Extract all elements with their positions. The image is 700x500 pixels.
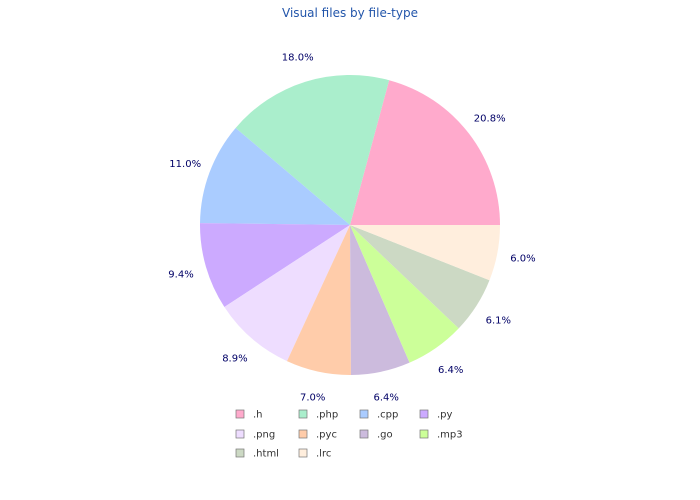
pie-slice-lrc: [350, 225, 500, 281]
legend-item-lrc: .lrc: [298, 448, 331, 460]
pie-slice-pyc: [286, 225, 351, 376]
legend-item-py: .py: [419, 409, 453, 421]
legend-swatch: [298, 448, 308, 458]
legend-swatch: [235, 429, 245, 439]
legend-label: .py: [437, 410, 453, 421]
legend-item-h: .h: [235, 409, 263, 421]
legend-swatch: [235, 409, 245, 419]
pie-label-py: 9.4%: [168, 270, 193, 281]
legend-label: .png: [253, 430, 275, 441]
pie-slice-php: [235, 74, 390, 225]
pie-slice-html: [350, 225, 490, 329]
pie-label-php: 18.0%: [282, 52, 314, 63]
pie-slice-png: [224, 225, 350, 362]
legend-swatch: [298, 409, 308, 419]
legend-item-pyc: .pyc: [298, 429, 337, 441]
legend-label: .php: [316, 410, 338, 421]
legend-item-cpp: .cpp: [359, 409, 398, 421]
pie-slice-go: [350, 225, 410, 375]
legend-swatch: [359, 429, 369, 439]
legend-swatch: [359, 409, 369, 419]
pie-label-pyc: 7.0%: [300, 393, 325, 404]
legend-label: .h: [253, 410, 263, 421]
pie-slice-h: [350, 80, 500, 225]
pie-slices: [199, 74, 500, 376]
pie-label-png: 8.9%: [222, 354, 247, 365]
pie-label-mp3: 6.4%: [438, 365, 463, 376]
legend-label: .cpp: [377, 410, 398, 421]
pie-slice-py: [199, 223, 350, 307]
legend-swatch: [298, 429, 308, 439]
pie-label-go: 6.4%: [373, 393, 398, 404]
legend-swatch: [419, 409, 429, 419]
legend-item-php: .php: [298, 409, 338, 421]
pie-slice-mp3: [350, 225, 459, 363]
chart-title: Visual files by file-type: [282, 6, 418, 20]
legend-item-png: .png: [235, 429, 275, 441]
legend-label: .lrc: [316, 449, 331, 460]
legend-item-go: .go: [359, 429, 393, 441]
pie-label-html: 6.1%: [486, 315, 511, 326]
pie-label-cpp: 11.0%: [169, 159, 201, 170]
legend-label: .pyc: [316, 430, 337, 441]
pie-label-h: 20.8%: [474, 114, 506, 125]
legend-label: .html: [253, 449, 279, 460]
legend-label: .mp3: [437, 430, 463, 441]
legend-label: .go: [377, 430, 393, 441]
legend-swatch: [419, 429, 429, 439]
legend: .h .php .cpp .py .png .pyc .go .mp3 .html .lrc: [235, 409, 463, 460]
pie-labels: 20.8% 18.0% 11.0% 9.4% 8.9% 7.0% 6.4% 6.4% 6.1% 6…: [168, 52, 535, 403]
pie-label-lrc: 6.0%: [510, 254, 535, 265]
legend-item-mp3: .mp3: [419, 429, 463, 441]
pie-slice-cpp: [200, 127, 350, 225]
legend-swatch: [235, 448, 245, 458]
legend-item-html: .html: [235, 448, 279, 460]
